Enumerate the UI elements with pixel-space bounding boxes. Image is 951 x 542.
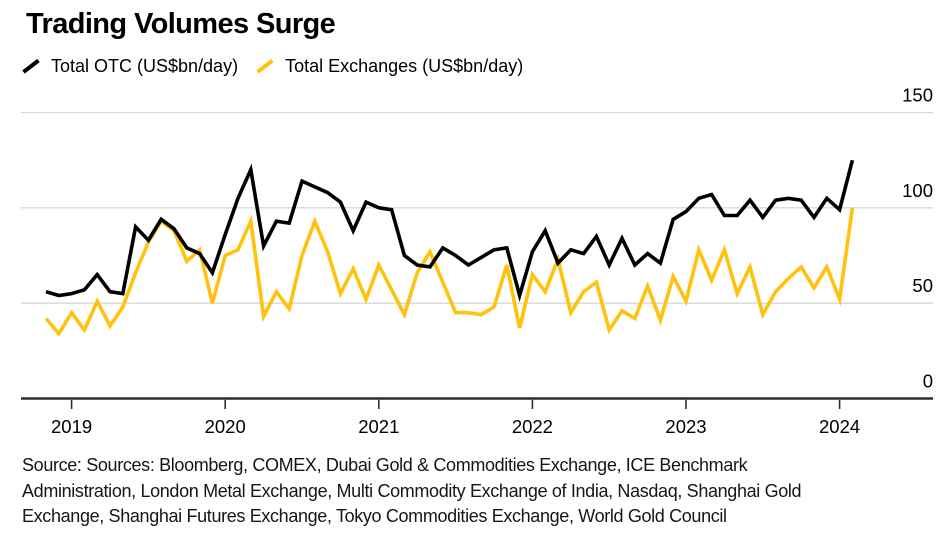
legend-item-otc: Total OTC (US$bn/day) (22, 56, 238, 77)
x-tick-label-2022: 2022 (512, 416, 553, 437)
x-tick-label-2023: 2023 (665, 416, 706, 437)
legend-label-otc: Total OTC (US$bn/day) (51, 56, 239, 76)
y-tick-label-100: 100 (902, 180, 933, 201)
x-tick-label-2021: 2021 (358, 416, 399, 437)
y-tick-label-0: 0 (923, 371, 933, 392)
otc-line (45, 159, 855, 303)
source-line: Administration, London Metal Exchange, M… (22, 480, 802, 501)
exchanges-line-swatch-icon (256, 59, 274, 74)
source-note: Source: Sources: Bloomberg, COMEX, Dubai… (22, 453, 942, 530)
chart-title: Trading Volumes Surge (26, 8, 336, 40)
legend-item-exchanges: Total Exchanges (US$bn/day) (256, 56, 523, 77)
source-line: Exchange, Shanghai Futures Exchange, Tok… (22, 506, 727, 526)
exchanges-line (44, 207, 855, 337)
otc-line-swatch-icon (22, 59, 40, 74)
x-tick-label-2020: 2020 (205, 416, 246, 437)
chart-legend: Total OTC (US$bn/day) Total Exchanges (U… (22, 56, 523, 77)
y-tick-label-50: 50 (912, 275, 933, 296)
legend-label-exchanges: Total Exchanges (US$bn/day) (285, 56, 524, 76)
x-tick-label-2024: 2024 (819, 416, 860, 437)
x-tick-label-2019: 2019 (51, 416, 92, 437)
y-tick-label-150: 150 (902, 85, 933, 106)
source-line: Source: Sources: Bloomberg, COMEX, Dubai… (22, 455, 748, 475)
